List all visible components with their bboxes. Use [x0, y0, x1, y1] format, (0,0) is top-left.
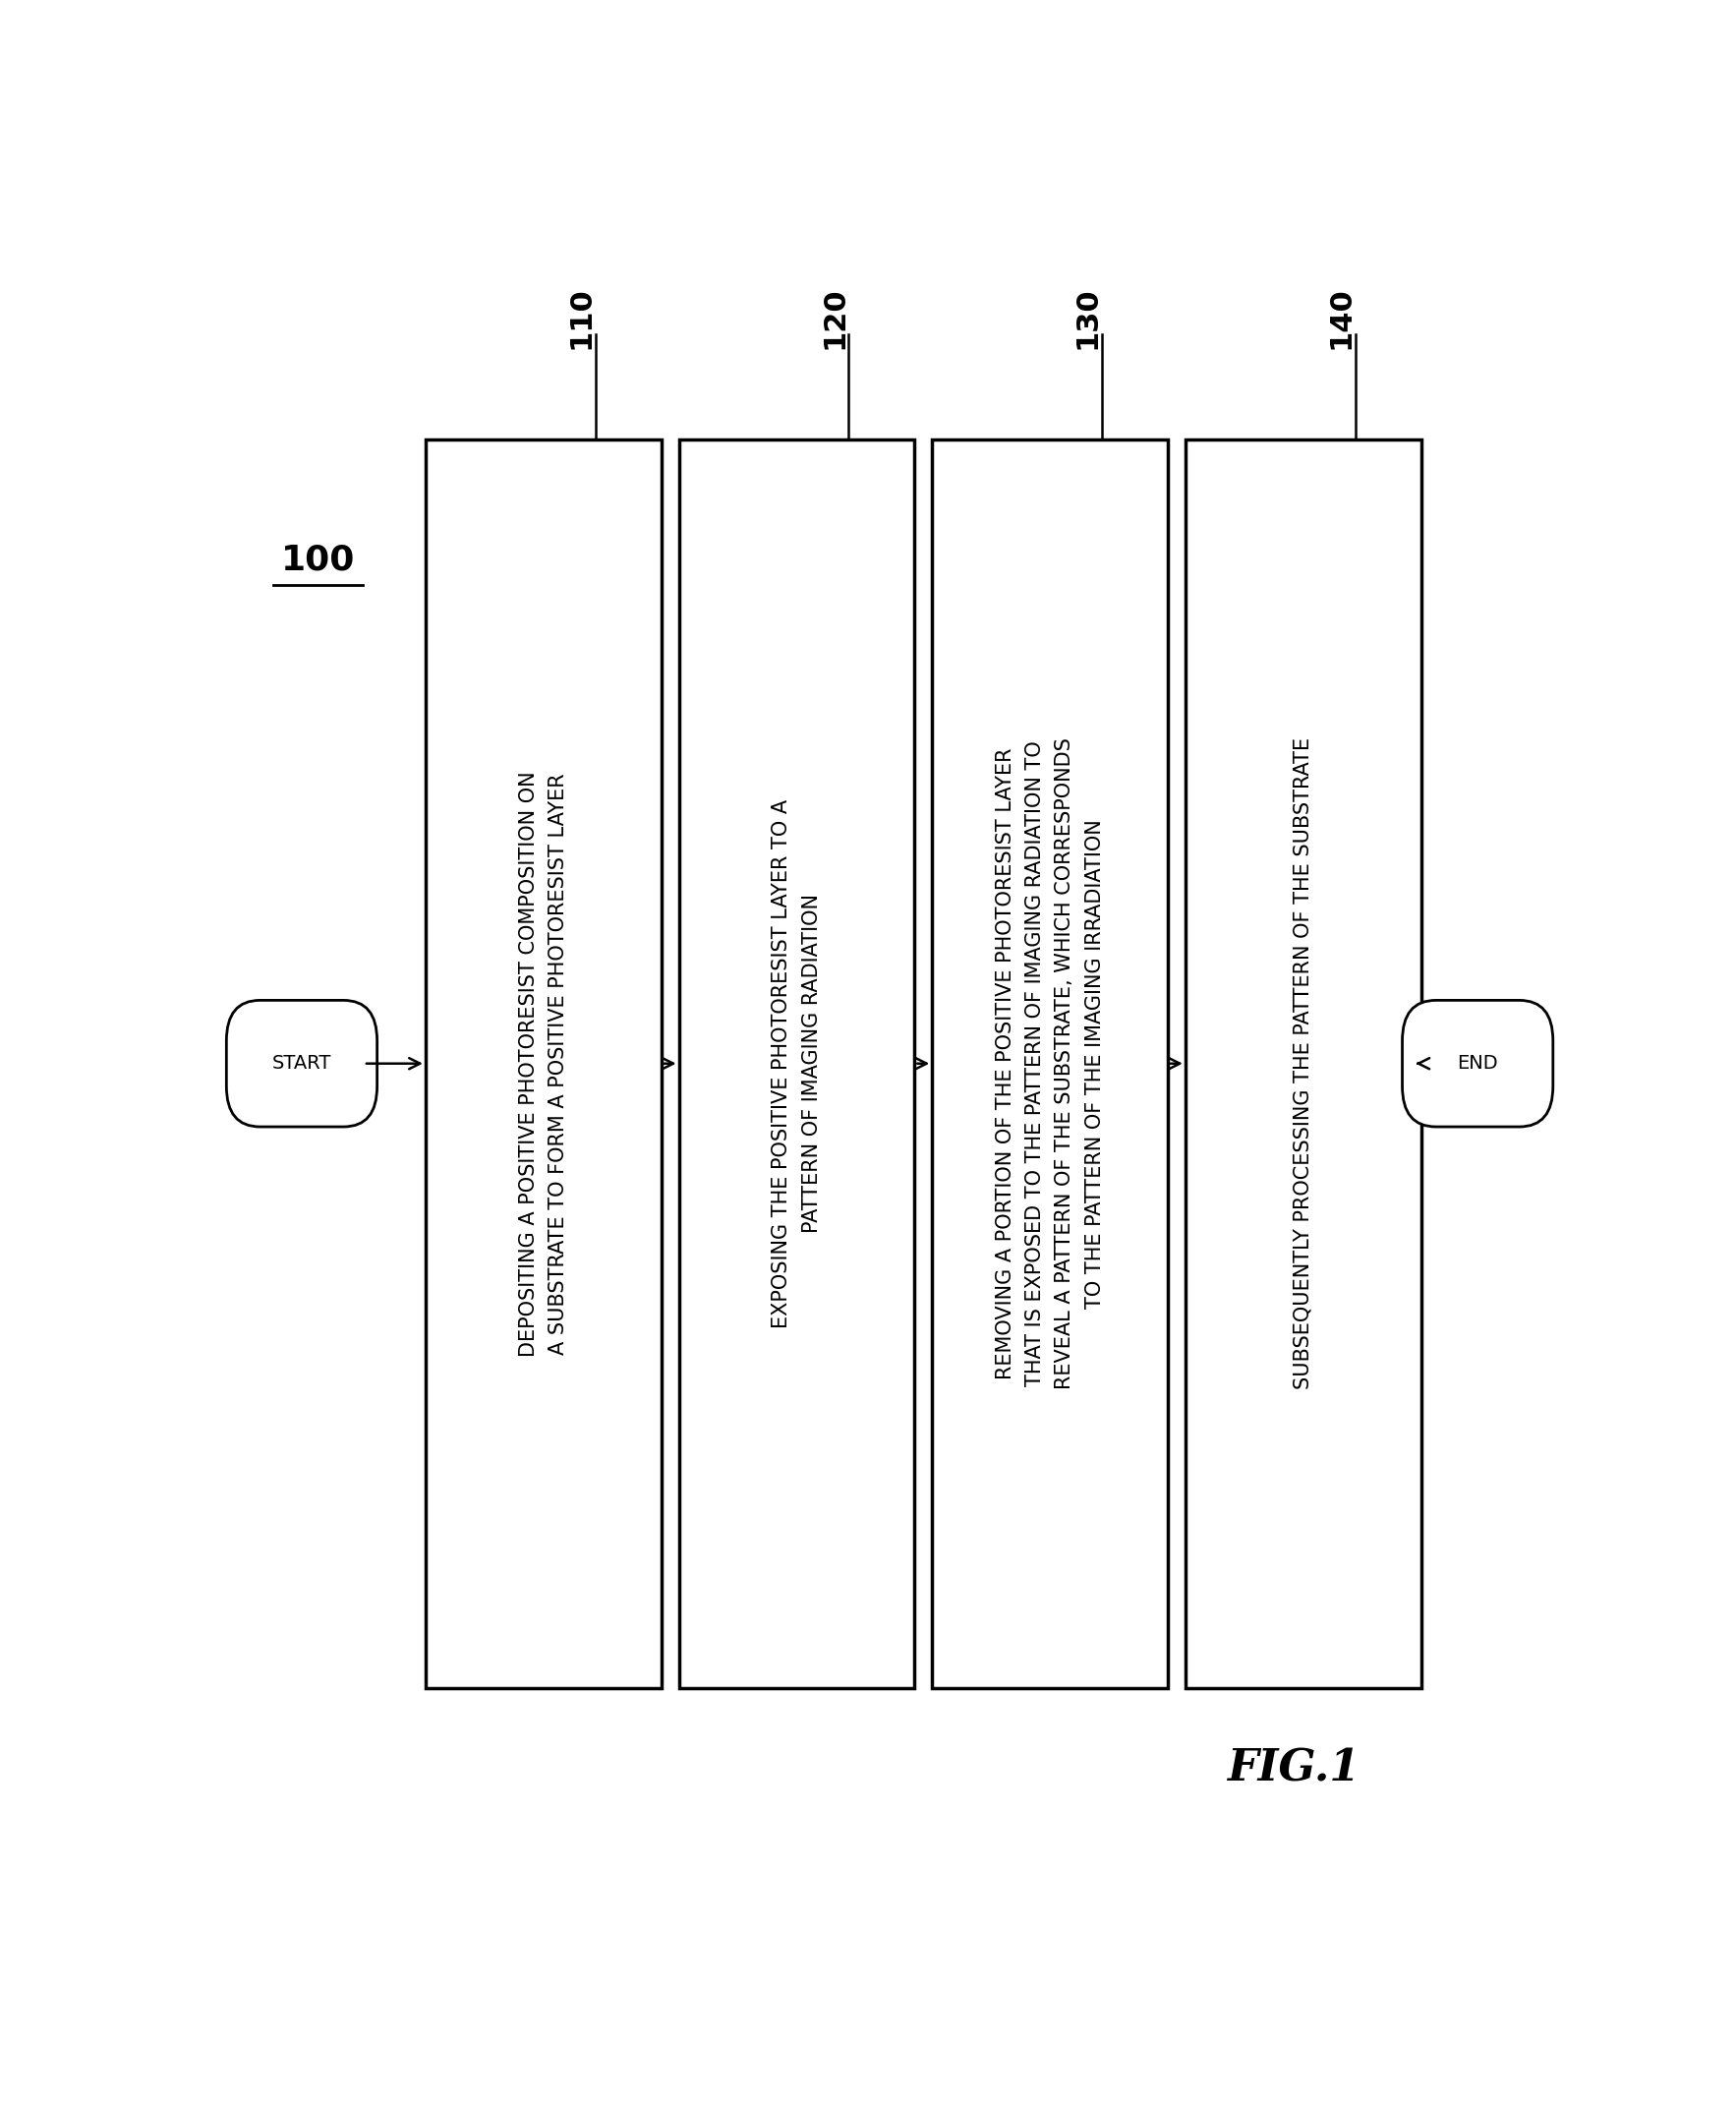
Text: 140: 140: [1326, 286, 1356, 350]
Text: START: START: [273, 1055, 332, 1072]
Text: SUBSEQUENTLY PROCESSING THE PATTERN OF THE SUBSTRATE: SUBSEQUENTLY PROCESSING THE PATTERN OF T…: [1293, 737, 1312, 1390]
Text: FIG.1: FIG.1: [1227, 1748, 1359, 1790]
Text: REMOVING A PORTION OF THE POSITIVE PHOTORESIST LAYER
THAT IS EXPOSED TO THE PATT: REMOVING A PORTION OF THE POSITIVE PHOTO…: [995, 737, 1104, 1390]
Text: 120: 120: [819, 286, 849, 350]
Text: EXPOSING THE POSITIVE PHOTORESIST LAYER TO A
PATTERN OF IMAGING RADIATION: EXPOSING THE POSITIVE PHOTORESIST LAYER …: [773, 798, 821, 1329]
Text: 130: 130: [1073, 286, 1102, 350]
Text: 110: 110: [566, 286, 595, 350]
FancyBboxPatch shape: [1403, 1000, 1554, 1127]
FancyBboxPatch shape: [1186, 440, 1422, 1687]
FancyBboxPatch shape: [932, 440, 1168, 1687]
FancyBboxPatch shape: [425, 440, 661, 1687]
Text: 100: 100: [281, 543, 354, 577]
Text: END: END: [1457, 1055, 1498, 1072]
Text: DEPOSITING A POSITIVE PHOTORESIST COMPOSITION ON
A SUBSTRATE TO FORM A POSITIVE : DEPOSITING A POSITIVE PHOTORESIST COMPOS…: [519, 771, 568, 1356]
FancyBboxPatch shape: [226, 1000, 377, 1127]
FancyBboxPatch shape: [679, 440, 915, 1687]
